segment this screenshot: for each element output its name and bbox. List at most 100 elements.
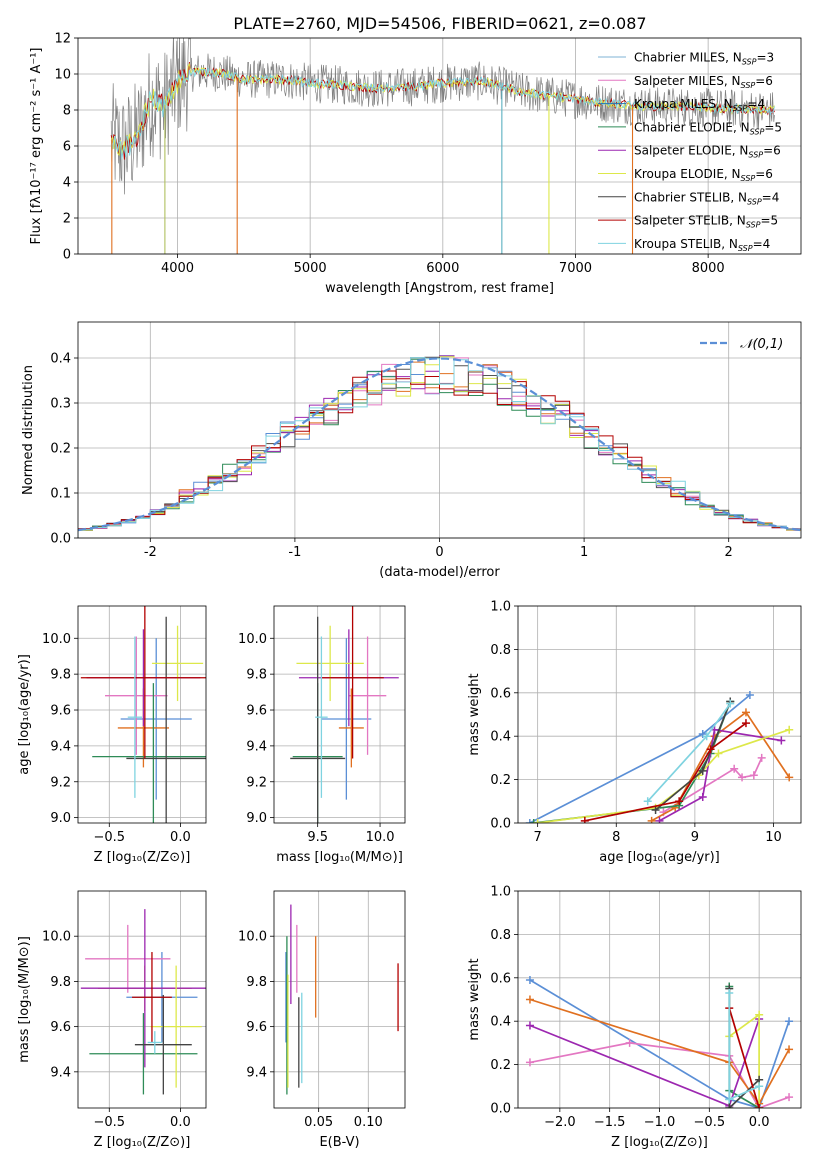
plus-marker bbox=[529, 819, 538, 823]
plot-area bbox=[285, 904, 399, 1095]
errorbar-point bbox=[127, 636, 142, 798]
axes-residuals: -2 -1 0 1 2 0.0 0.1 0.2 0.3 0.4 (data-model)/error… bbox=[21, 321, 802, 580]
series-line bbox=[529, 1018, 760, 1107]
y-tick-label: 9.6 bbox=[50, 1020, 71, 1035]
x-tick-label: −2.0 bbox=[544, 1115, 576, 1130]
x-tick-label: −1.0 bbox=[644, 1115, 676, 1130]
plus-marker bbox=[785, 773, 794, 782]
mass-weight-series bbox=[659, 753, 766, 817]
plus-marker bbox=[643, 797, 652, 806]
plus-marker bbox=[738, 773, 747, 782]
legend-sub: SSP bbox=[733, 104, 748, 113]
plus-marker bbox=[741, 708, 750, 717]
legend-sub: SSP bbox=[741, 81, 756, 90]
y-tick-label: 9.4 bbox=[246, 739, 267, 754]
legend-sub: SSP bbox=[746, 221, 761, 230]
model-spectrum bbox=[110, 67, 775, 160]
plus-marker bbox=[730, 764, 739, 773]
plus-marker bbox=[525, 819, 534, 823]
plus-marker bbox=[741, 719, 750, 728]
plus-marker bbox=[749, 771, 758, 780]
x-tick-label: 5000 bbox=[294, 261, 327, 276]
errorbar-point bbox=[126, 616, 206, 823]
plot-area bbox=[80, 606, 206, 823]
legend-suffix: =4 bbox=[753, 237, 771, 251]
y-tick-label: 0.4 bbox=[490, 1015, 511, 1030]
y-tick-label: 0.3 bbox=[50, 397, 71, 412]
y-tick-label: 9.4 bbox=[246, 1065, 267, 1080]
plus-marker bbox=[655, 816, 664, 823]
x-tick-label: 0.0 bbox=[170, 1115, 191, 1130]
errorbar-point bbox=[80, 606, 206, 759]
series-line bbox=[728, 1007, 760, 1108]
plus-marker bbox=[777, 736, 786, 745]
y-tick-label: 0.4 bbox=[50, 352, 71, 367]
x-tick-label: 9 bbox=[691, 830, 699, 845]
legend-suffix: =6 bbox=[763, 144, 781, 158]
series-line bbox=[728, 986, 760, 1108]
axes-frame bbox=[77, 890, 207, 1109]
mass-weight-series bbox=[643, 699, 735, 806]
errorbar-point bbox=[132, 952, 172, 1043]
legend-entry: Salpeter MILES, NSSP=6 bbox=[634, 74, 773, 90]
x-tick-label: 9.5 bbox=[307, 830, 328, 845]
plus-marker bbox=[757, 753, 766, 762]
y-tick-label: 0.0 bbox=[490, 817, 511, 832]
legend-text: Kroupa ELODIE, N bbox=[634, 167, 741, 181]
x-tick-label: −0.5 bbox=[93, 830, 125, 845]
y-tick-label: 9.6 bbox=[50, 704, 71, 719]
y-tick-label: 0.8 bbox=[490, 928, 511, 943]
plus-marker bbox=[755, 1104, 764, 1108]
plus-marker bbox=[785, 1045, 794, 1054]
y-tick-label: 9.6 bbox=[246, 704, 267, 719]
legend-entry: Kroupa MILES, NSSP=4 bbox=[634, 97, 765, 113]
legend-sub: SSP bbox=[747, 197, 762, 206]
errorbar-point bbox=[120, 638, 192, 800]
axes-mass-vs-EBV: 0.05 0.10 9.4 9.6 9.8 10.0 E(B-V) bbox=[238, 890, 406, 1150]
legend-text: Chabrier ELODIE, N bbox=[634, 120, 750, 134]
errorbar-point bbox=[85, 924, 171, 993]
plot-area bbox=[525, 975, 794, 1108]
x-tick-label: 4000 bbox=[161, 261, 194, 276]
x-axis-label: age [log₁₀(age/yr)] bbox=[599, 850, 720, 865]
y-axis-label: Flux [fλ10⁻¹⁷ erg cm⁻² s⁻¹ A⁻¹] bbox=[29, 48, 44, 245]
errorbar-point bbox=[105, 636, 168, 755]
x-tick-label: −0.5 bbox=[694, 1115, 726, 1130]
y-tick-label: 1.0 bbox=[490, 885, 511, 900]
series-line bbox=[529, 998, 790, 1106]
x-tick-label: 7000 bbox=[559, 261, 592, 276]
errorbar-point bbox=[89, 1013, 198, 1095]
axes-frame bbox=[517, 890, 802, 1109]
axes-frame bbox=[273, 605, 406, 824]
y-tick-label: 10 bbox=[54, 68, 71, 83]
plus-marker bbox=[525, 1021, 534, 1030]
errorbar-point bbox=[150, 965, 202, 1088]
legend-entry: 𝒩(0,1) bbox=[740, 337, 783, 352]
plus-marker bbox=[755, 1082, 764, 1091]
errorbar-point bbox=[92, 683, 206, 823]
y-tick-label: 9.8 bbox=[246, 668, 267, 683]
mass-weight-series bbox=[725, 988, 764, 1104]
errorbar-point bbox=[338, 688, 364, 768]
errorbar-point bbox=[134, 994, 192, 1095]
panels: 4000 5000 6000 7000 8000024681012wavelength … bbox=[17, 32, 802, 1150]
x-axis-label: mass [log₁₀(M/M⊙)] bbox=[276, 850, 403, 865]
x-tick-label: 7 bbox=[534, 830, 542, 845]
plus-marker bbox=[533, 819, 542, 823]
y-tick-label: 0.4 bbox=[490, 730, 511, 745]
y-axis-label: mass [log₁₀(M/M⊙)] bbox=[17, 936, 32, 1063]
y-tick-label: 0.2 bbox=[490, 1058, 511, 1073]
y-tick-label: 10.0 bbox=[42, 930, 71, 945]
legend-entry: Chabrier ELODIE, NSSP=5 bbox=[634, 120, 782, 136]
y-tick-label: 0 bbox=[63, 248, 71, 263]
axes-spectrum: 4000 5000 6000 7000 8000 0 2 4 6 8 10 12 wavelength … bbox=[29, 32, 802, 296]
errorbar-point bbox=[80, 909, 206, 1068]
legend-suffix: =4 bbox=[762, 190, 780, 204]
y-tick-label: 0.0 bbox=[490, 1102, 511, 1117]
x-tick-label: -1 bbox=[288, 545, 301, 560]
y-axis-label: Normed distribution bbox=[21, 365, 36, 495]
legend-text: Salpeter STELIB, N bbox=[634, 214, 746, 228]
plus-marker bbox=[698, 792, 707, 801]
x-tick-label: 0.0 bbox=[170, 830, 191, 845]
